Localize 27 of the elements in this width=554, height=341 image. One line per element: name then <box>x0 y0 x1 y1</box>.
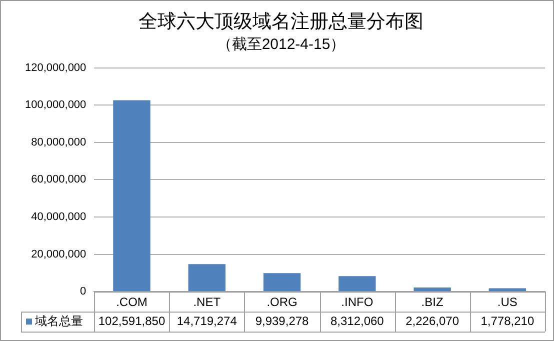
x-tick-label: .COM <box>116 295 148 310</box>
bar <box>414 287 451 292</box>
y-tick-label: 20,000,000 <box>31 248 86 260</box>
data-label: 14,719,274 <box>176 314 238 328</box>
y-tick-label: 40,000,000 <box>31 211 86 224</box>
legend-label: 域名总量 <box>34 314 83 328</box>
data-label: 102,591,850 <box>98 314 166 328</box>
y-tick-label: 100,000,000 <box>25 99 86 112</box>
x-tick-label: .US <box>497 295 518 310</box>
x-tick-label: .ORG <box>266 295 298 310</box>
data-label: 8,312,060 <box>330 314 384 328</box>
data-label: 9,939,278 <box>255 314 310 328</box>
y-tick-label: 60,000,000 <box>31 174 86 186</box>
y-tick-label: 80,000,000 <box>31 136 86 148</box>
bar <box>338 276 376 292</box>
data-label: 2,226,070 <box>406 314 460 328</box>
data-label: 1,778,210 <box>480 314 534 328</box>
x-tick-label: .BIZ <box>421 295 444 310</box>
x-tick-label: .INFO <box>341 295 374 310</box>
y-tick-label: 120,000,000 <box>25 62 86 74</box>
bar <box>188 264 226 292</box>
chart-title: 全球六大顶级域名注册总量分布图 <box>138 10 424 33</box>
chart-subtitle: （截至2012-4-15） <box>216 36 346 53</box>
x-tick-label: .NET <box>193 295 222 310</box>
bar <box>263 273 301 292</box>
bar <box>113 100 150 292</box>
y-tick-label: 0 <box>80 286 86 298</box>
